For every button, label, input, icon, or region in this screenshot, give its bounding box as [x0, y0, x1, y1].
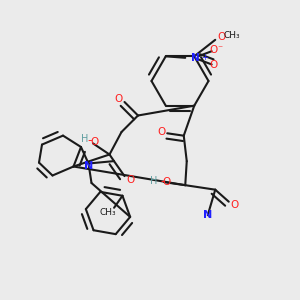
- Text: O: O: [90, 136, 98, 147]
- Text: O: O: [210, 60, 218, 70]
- Text: O: O: [210, 45, 218, 55]
- Text: N: N: [203, 210, 212, 220]
- Text: ⁻: ⁻: [217, 44, 222, 54]
- Text: N: N: [191, 53, 200, 63]
- Text: -: -: [88, 134, 92, 148]
- Text: -: -: [160, 175, 164, 188]
- Text: O: O: [218, 32, 226, 42]
- Text: O: O: [230, 200, 238, 210]
- Text: O: O: [126, 175, 135, 185]
- Text: H: H: [81, 134, 88, 145]
- Text: +: +: [201, 53, 208, 62]
- Text: H: H: [150, 176, 157, 186]
- Text: O: O: [157, 127, 165, 137]
- Text: CH₃: CH₃: [100, 208, 116, 217]
- Text: CH₃: CH₃: [224, 31, 240, 40]
- Text: N: N: [85, 161, 94, 171]
- Text: O: O: [162, 177, 170, 187]
- Text: O: O: [114, 94, 123, 104]
